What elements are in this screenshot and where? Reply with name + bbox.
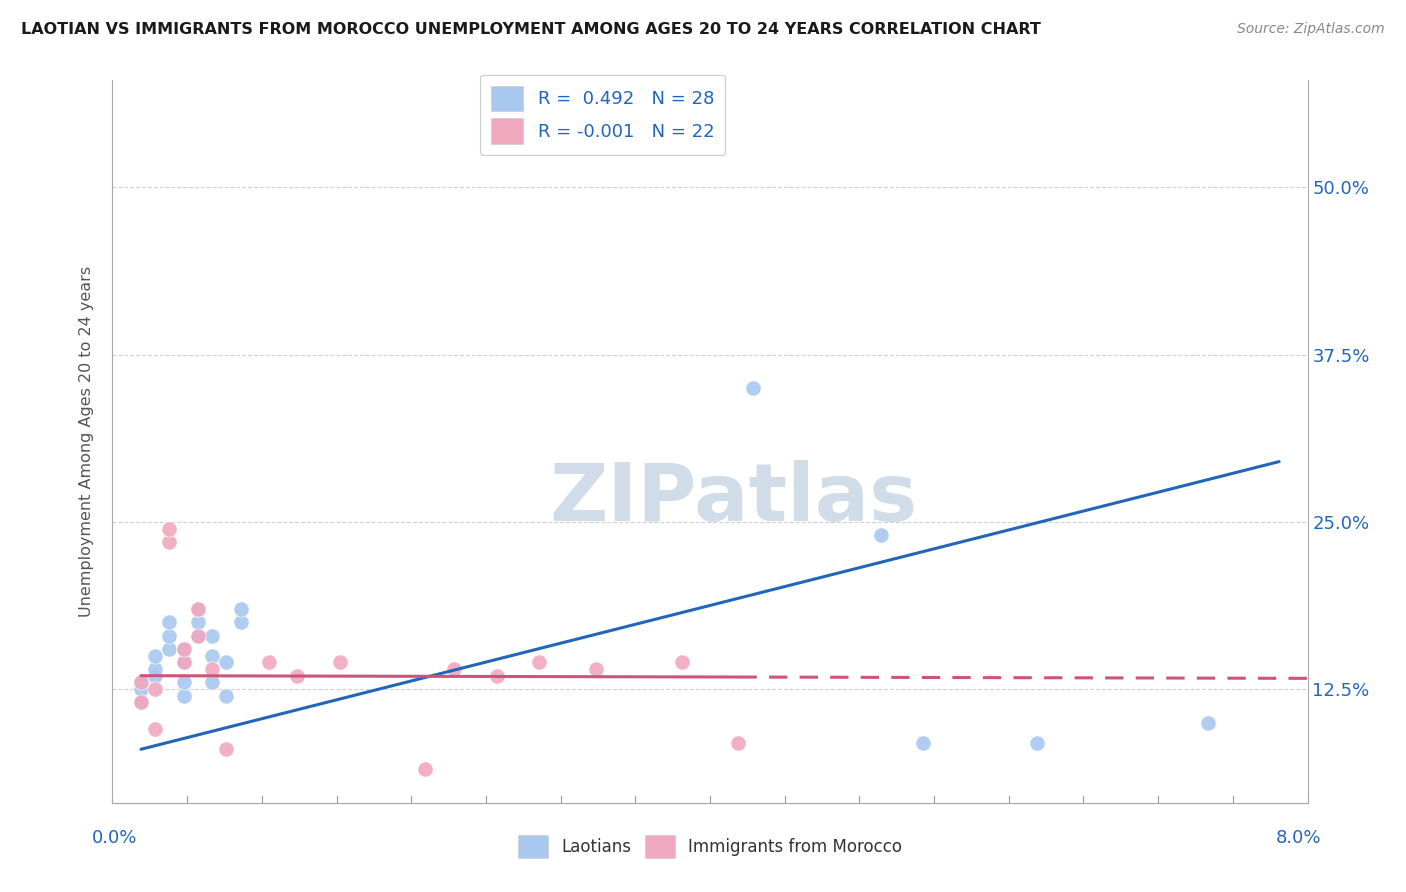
Point — [157, 615, 180, 630]
Point — [187, 601, 209, 615]
Point — [671, 655, 693, 669]
Point — [143, 648, 166, 663]
Point — [143, 723, 166, 737]
Point — [173, 642, 195, 657]
Point — [869, 528, 891, 542]
Point — [173, 689, 195, 703]
Point — [201, 648, 224, 663]
Point — [329, 655, 352, 669]
Point — [287, 669, 309, 683]
Point — [1026, 735, 1049, 749]
Point — [741, 381, 763, 395]
Point — [257, 655, 280, 669]
Point — [173, 655, 195, 669]
Text: ZIPatlas: ZIPatlas — [550, 460, 918, 539]
Point — [157, 642, 180, 657]
Point — [201, 675, 224, 690]
Point — [143, 681, 166, 696]
Legend: Laotians, Immigrants from Morocco: Laotians, Immigrants from Morocco — [510, 827, 910, 867]
Point — [1197, 715, 1219, 730]
Point — [187, 601, 209, 615]
Y-axis label: Unemployment Among Ages 20 to 24 years: Unemployment Among Ages 20 to 24 years — [79, 266, 94, 617]
Point — [129, 681, 152, 696]
Point — [129, 675, 152, 690]
Point — [912, 735, 935, 749]
Point — [201, 662, 224, 676]
Text: LAOTIAN VS IMMIGRANTS FROM MOROCCO UNEMPLOYMENT AMONG AGES 20 TO 24 YEARS CORREL: LAOTIAN VS IMMIGRANTS FROM MOROCCO UNEMP… — [21, 22, 1040, 37]
Point — [157, 534, 180, 549]
Point — [215, 689, 238, 703]
Text: Source: ZipAtlas.com: Source: ZipAtlas.com — [1237, 22, 1385, 37]
Text: 8.0%: 8.0% — [1277, 829, 1322, 847]
Point — [215, 742, 238, 756]
Point — [215, 655, 238, 669]
Point — [229, 615, 252, 630]
Point — [129, 696, 152, 710]
Point — [585, 662, 607, 676]
Point — [485, 669, 508, 683]
Point — [727, 735, 749, 749]
Point — [187, 628, 209, 642]
Point — [187, 628, 209, 642]
Point — [229, 601, 252, 615]
Point — [173, 675, 195, 690]
Point — [173, 655, 195, 669]
Point — [157, 521, 180, 535]
Point — [201, 628, 224, 642]
Text: 0.0%: 0.0% — [91, 829, 136, 847]
Point — [415, 762, 437, 776]
Point — [187, 615, 209, 630]
Point — [129, 696, 152, 710]
Point — [143, 662, 166, 676]
Point — [157, 628, 180, 642]
Point — [129, 675, 152, 690]
Point — [443, 662, 465, 676]
Point — [529, 655, 551, 669]
Point — [143, 669, 166, 683]
Point — [173, 642, 195, 657]
